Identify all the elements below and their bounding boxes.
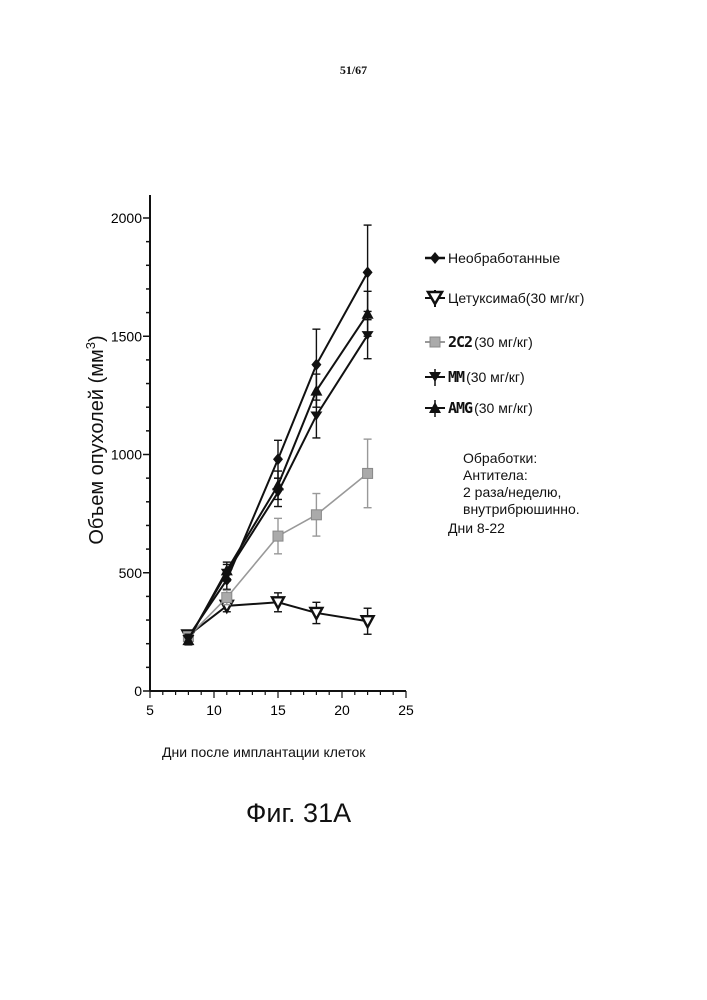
data-point: [311, 358, 322, 371]
series-0: [183, 224, 373, 643]
legend-label-untreated: Необработанные: [448, 250, 561, 266]
x-axis-label: Дни после имплантации клеток: [162, 744, 366, 760]
series-4: [182, 290, 374, 646]
y-axis-label: Объем опухолей (мм3): [83, 335, 108, 545]
page-number: 51/67: [339, 63, 368, 77]
legend-dose-amg: (30 мг/кг): [474, 400, 533, 416]
legend-label-mm: MM: [448, 368, 465, 386]
figure-caption: Фиг. 31А: [245, 798, 352, 828]
legend-label-2c2: 2C2: [448, 333, 473, 351]
notes-line-2: Антитела:: [463, 467, 528, 483]
notes-line-1: Обработки:: [463, 450, 538, 466]
data-point: [273, 453, 283, 466]
chart-series: [180, 224, 376, 646]
data-point: [308, 606, 325, 622]
data-point: [310, 509, 322, 521]
data-point: [272, 530, 284, 542]
y-tick-label: 1000: [111, 447, 142, 463]
notes-line-4: внутрибрюшинно.: [463, 501, 580, 517]
data-point: [220, 564, 233, 576]
triangle-down-marker-icon: [425, 369, 445, 386]
data-point: [362, 467, 374, 479]
data-point: [310, 384, 323, 396]
series-1: [180, 592, 376, 644]
legend-item-amg: AMG (30 мг/кг): [424, 398, 533, 418]
notes-line-5: Дни 8-22: [448, 520, 505, 536]
data-point: [182, 634, 195, 646]
data-point: [362, 266, 373, 279]
data-point: [310, 411, 323, 421]
legend-dose-cetuximab: (30 мг/кг): [525, 290, 585, 306]
open-triangle-down-marker-icon: [425, 290, 445, 307]
y-tick-label: 0: [134, 683, 142, 699]
triangle-up-marker-icon: [425, 400, 445, 417]
data-point: [272, 479, 284, 491]
legend-item-untreated: Необработанные: [424, 248, 560, 268]
x-tick-label: 25: [398, 702, 414, 718]
series-2: [182, 438, 374, 643]
x-tick-label: 5: [146, 702, 154, 718]
x-tick-label: 15: [270, 702, 286, 718]
y-tick-label: 1500: [111, 328, 142, 344]
legend-label-amg: AMG: [448, 399, 473, 417]
x-tick-label: 10: [206, 702, 222, 718]
y-tick-label: 500: [119, 565, 143, 581]
legend-item-2c2: 2C2 (30 мг/кг): [424, 332, 533, 352]
data-point: [221, 592, 233, 604]
square-marker-icon: [425, 336, 445, 348]
data-point: [361, 307, 374, 319]
diamond-marker-icon: [425, 252, 445, 264]
legend-dose-mm: (30 мг/кг): [466, 369, 525, 385]
data-point: [269, 596, 287, 611]
legend-item-cetuximab: Цетуксимаб (30 мг/кг): [424, 288, 584, 308]
chart-axes: 0 500 1000 1500 2000 5 10 15 20 25: [111, 195, 414, 718]
y-tick-label: 2000: [111, 210, 142, 226]
legend-label-cetuximab: Цетуксимаб: [448, 290, 526, 306]
data-point: [359, 615, 376, 630]
treatment-notes: Обработки: Антитела: 2 раза/неделю, внут…: [448, 450, 580, 537]
legend-item-mm: MM (30 мг/кг): [424, 367, 525, 387]
legend-dose-2c2: (30 мг/кг): [474, 334, 533, 350]
x-tick-label: 20: [334, 702, 350, 718]
notes-line-3: 2 раза/неделю,: [463, 484, 562, 500]
